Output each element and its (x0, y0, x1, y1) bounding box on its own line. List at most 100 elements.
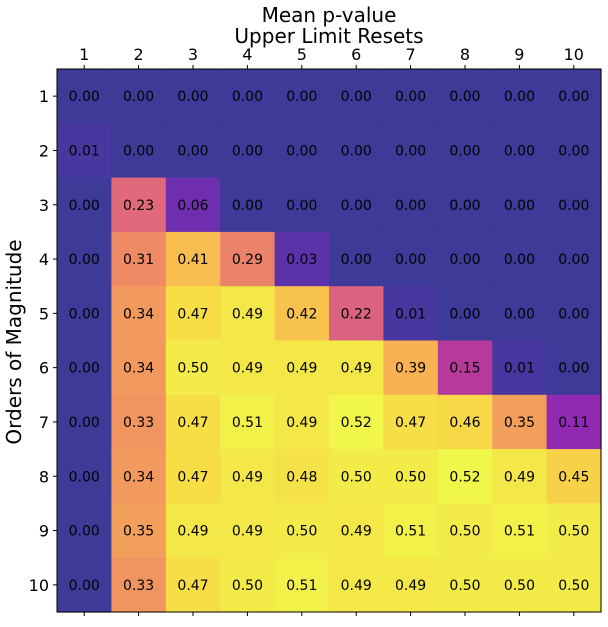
heatmap-cell (57, 449, 112, 504)
cell-value-label: 0.00 (69, 469, 100, 485)
heatmap-cell (329, 557, 384, 613)
x-tick-label: 9 (514, 45, 524, 64)
cell-value-label: 0.29 (232, 252, 263, 268)
heatmap-cell (274, 340, 330, 396)
cell-value-label: 0.50 (395, 469, 426, 485)
heatmap-cell (220, 123, 276, 179)
heatmap-cell (383, 557, 439, 613)
cell-value-label: 0.11 (558, 415, 589, 431)
x-tick-label: 6 (351, 45, 361, 64)
heatmap-cell (437, 340, 493, 396)
heatmap-cell (383, 394, 439, 450)
cell-value-label: 0.00 (123, 89, 154, 105)
heatmap-cell (57, 503, 112, 559)
cell-value-label: 0.00 (449, 252, 480, 268)
heatmap-cell (165, 286, 221, 342)
cell-value-label: 0.03 (286, 252, 317, 268)
cell-value-label: 0.00 (504, 143, 535, 159)
heatmap-cell (274, 557, 330, 613)
heatmap-cell (546, 449, 602, 504)
heatmap-cell (546, 557, 602, 613)
cell-value-label: 0.00 (177, 143, 208, 159)
heatmap-cell (165, 340, 221, 396)
heatmap-cell (165, 449, 221, 504)
cell-value-label: 0.34 (123, 306, 154, 322)
cell-value-label: 0.49 (286, 361, 317, 377)
heatmap-cell (329, 231, 384, 287)
heatmap-cell (220, 231, 276, 287)
y-tick-label: 2 (39, 141, 49, 160)
cell-value-label: 0.00 (395, 198, 426, 214)
cell-value-label: 0.00 (69, 89, 100, 105)
cell-value-label: 0.50 (341, 469, 372, 485)
heatmap-cell (492, 69, 548, 124)
cell-value-label: 0.51 (395, 524, 426, 540)
cell-value-label: 0.46 (449, 415, 480, 431)
cell-value-label: 0.49 (395, 578, 426, 594)
cell-value-label: 0.49 (232, 469, 263, 485)
heatmap-cell (111, 69, 167, 124)
heatmap-cell (437, 449, 493, 504)
y-ticks: 1 2 3 4 5 6 7 8 9 10 (29, 87, 57, 595)
cell-value-label: 0.49 (232, 524, 263, 540)
cell-value-label: 0.00 (449, 306, 480, 322)
cell-value-label: 0.49 (232, 306, 263, 322)
heatmap-cell (437, 69, 493, 124)
heatmap-cell (546, 69, 602, 124)
y-axis-label: Orders of Magnitude (2, 239, 26, 444)
heatmap-cell (165, 557, 221, 613)
cell-value-label: 0.50 (232, 578, 263, 594)
cell-value-label: 0.01 (395, 306, 426, 322)
cell-value-label: 0.00 (341, 143, 372, 159)
x-axis-label: Upper Limit Resets (234, 24, 423, 48)
heatmap-cell (329, 123, 384, 179)
y-tick-label: 5 (39, 304, 49, 323)
heatmap-cell (329, 340, 384, 396)
heatmap-cell (57, 69, 112, 124)
cell-value-label: 0.00 (504, 306, 535, 322)
cell-value-label: 0.50 (504, 578, 535, 594)
cell-value-label: 0.47 (395, 415, 426, 431)
cell-value-label: 0.22 (341, 306, 372, 322)
heatmap-cell (329, 394, 384, 450)
heatmap-cell (57, 286, 112, 342)
heatmap-cell (165, 177, 221, 233)
heatmap-cell (57, 394, 112, 450)
cell-value-label: 0.00 (232, 143, 263, 159)
cell-value-label: 0.47 (177, 578, 208, 594)
heatmap-cell (492, 340, 548, 396)
cell-value-label: 0.00 (341, 252, 372, 268)
heatmap-cell (220, 557, 276, 613)
cell-value-label: 0.00 (69, 415, 100, 431)
heatmap-cell (437, 557, 493, 613)
heatmap-cell (111, 557, 167, 613)
cell-value-label: 0.31 (123, 252, 154, 268)
heatmap-cell (111, 123, 167, 179)
cell-value-label: 0.00 (395, 252, 426, 268)
heatmap-cell (165, 69, 221, 124)
heatmap-cell (437, 123, 493, 179)
cell-value-label: 0.00 (341, 89, 372, 105)
x-tick-label: 2 (134, 45, 144, 64)
heatmap-cell (546, 286, 602, 342)
cell-value-label: 0.51 (286, 578, 317, 594)
heatmap-cell (274, 449, 330, 504)
cell-value-label: 0.47 (177, 415, 208, 431)
cell-value-label: 0.33 (123, 415, 154, 431)
heatmap-cell (57, 557, 112, 613)
heatmap-cell (437, 503, 493, 559)
cell-value-label: 0.51 (232, 415, 263, 431)
cell-value-label: 0.34 (123, 469, 154, 485)
heatmap-cell (492, 449, 548, 504)
cell-value-label: 0.49 (341, 524, 372, 540)
cell-value-label: 0.00 (286, 89, 317, 105)
heatmap-cell (111, 503, 167, 559)
cell-value-label: 0.49 (232, 361, 263, 377)
cell-value-label: 0.00 (449, 143, 480, 159)
heatmap-cell (546, 394, 602, 450)
cell-value-label: 0.42 (286, 306, 317, 322)
cell-value-label: 0.50 (558, 524, 589, 540)
cell-value-label: 0.00 (395, 143, 426, 159)
heatmap-cell (111, 449, 167, 504)
